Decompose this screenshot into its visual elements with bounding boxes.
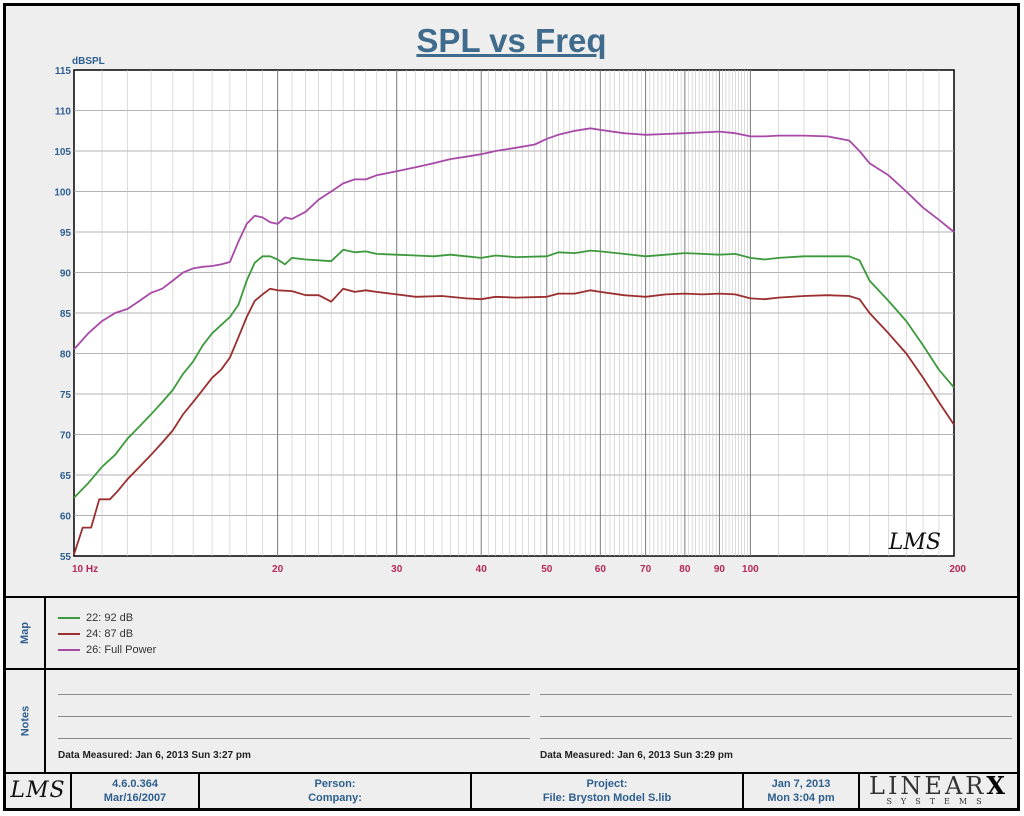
spl-chart: 55 60 65 70 75 80 85 90 95 100 105 110 115 10 Hz 20 30 4…	[54, 56, 966, 575]
y-tick-label: 115	[55, 66, 72, 77]
y-tick-label: 65	[60, 471, 72, 482]
axes: 55 60 65 70 75 80 85 90 95 100 105 110 115 10 Hz 20 30 4…	[54, 66, 966, 575]
legend-label: 22: 92 dB	[86, 612, 134, 624]
notes-label: Notes	[19, 705, 31, 737]
legend-item: 26: Full Power	[58, 642, 156, 658]
y-tick-label: 80	[60, 350, 72, 361]
person-field: Person:	[314, 778, 356, 790]
legend-item: 22: 92 dB	[58, 610, 156, 626]
y-tick-label: 55	[60, 552, 72, 563]
footer-person-cell: Person: Company:	[200, 774, 472, 808]
x-tick-label: 80	[679, 564, 691, 575]
version-date: Mar/16/2007	[103, 792, 167, 804]
x-tick-label: 40	[476, 564, 488, 575]
legend-label: 26: Full Power	[86, 644, 157, 656]
legend-swatch	[58, 617, 80, 619]
y-tick-label: 105	[54, 147, 71, 158]
legend-label: 24: 87 dB	[86, 628, 134, 640]
note-line	[540, 716, 1012, 717]
linear-x-wordmark: LINEARX	[869, 772, 1008, 800]
x-tick-label: 70	[640, 564, 652, 575]
y-tick-label: 60	[60, 512, 72, 523]
footer-date-cell: Jan 7, 2013 Mon 3:04 pm	[744, 774, 860, 808]
map-section: Map 22: 92 dB 24: 87 dB 26: Full Power	[6, 596, 1017, 668]
y-tick-label: 95	[60, 228, 72, 239]
linear-x-logo: LINEARX SYSTEMS	[860, 774, 1017, 808]
systems-wordmark: SYSTEMS	[886, 797, 991, 806]
x-tick-label: 100	[742, 564, 759, 575]
x-tick-label: 60	[595, 564, 607, 575]
legend-item: 24: 87 dB	[58, 626, 156, 642]
x-tick-label: 200	[949, 564, 966, 575]
y-tick-label: 70	[60, 431, 72, 442]
legend: 22: 92 dB 24: 87 dB 26: Full Power	[58, 610, 156, 658]
data-measured-left: Data Measured: Jan 6, 2013 Sun 3:27 pm	[58, 750, 251, 761]
x-tick-label: 20	[272, 564, 284, 575]
footer-logo-cell: LMS	[6, 774, 72, 808]
y-tick-label: 85	[60, 309, 72, 320]
note-line	[58, 716, 530, 717]
print-date: Jan 7, 2013	[771, 778, 831, 790]
version-number: 4.6.0.364	[112, 778, 158, 790]
legend-swatch	[58, 633, 80, 635]
notes-section: Notes Data Measured: Jan 6, 2013 Sun 3:2…	[6, 668, 1017, 772]
note-line	[58, 738, 530, 739]
footer: LMS 4.6.0.364 Mar/16/2007 Person: Compan…	[6, 772, 1017, 808]
series-line	[73, 127, 955, 350]
footer-version-cell: 4.6.0.364 Mar/16/2007	[72, 774, 200, 808]
x-tick-label: 90	[714, 564, 726, 575]
x-tick-label: 30	[391, 564, 403, 575]
series-line	[73, 287, 955, 555]
brand-top: LINEAR	[869, 772, 987, 800]
x-tick-label: 10 Hz	[72, 564, 98, 575]
legend-swatch	[58, 649, 80, 651]
notes-side-label: Notes	[6, 670, 46, 772]
lms-logo: LMS	[10, 778, 66, 803]
note-line	[58, 694, 530, 695]
series-line	[73, 248, 955, 499]
y-axis-label: dBSPL	[72, 56, 105, 67]
project-field: Project:	[586, 778, 628, 790]
chart-title: SPL vs Freq	[416, 22, 607, 59]
file-field: File: Bryston Model S.lib	[542, 792, 672, 804]
report-frame: SPL vs Freq 55 60 65 70 75 80 85 90 95 100 105 110 1…	[3, 3, 1020, 811]
y-tick-label: 75	[60, 390, 72, 401]
note-line	[540, 738, 1012, 739]
company-field: Company:	[308, 792, 362, 804]
y-tick-label: 90	[60, 269, 72, 280]
map-side-label: Map	[6, 598, 46, 668]
brand-x: X	[986, 771, 1008, 800]
lms-watermark: LMS	[888, 530, 941, 555]
footer-project-cell: Project: File: Bryston Model S.lib	[472, 774, 744, 808]
data-measured-right: Data Measured: Jan 6, 2013 Sun 3:29 pm	[540, 750, 733, 761]
map-label: Map	[19, 622, 31, 644]
series-lines	[73, 127, 955, 555]
print-time: Mon 3:04 pm	[767, 792, 835, 804]
grid	[74, 70, 954, 556]
note-line	[540, 694, 1012, 695]
x-tick-label: 50	[541, 564, 553, 575]
y-tick-label: 110	[55, 107, 72, 118]
y-tick-label: 100	[54, 188, 71, 199]
